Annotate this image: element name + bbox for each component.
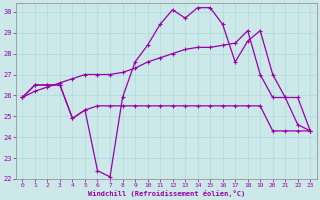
X-axis label: Windchill (Refroidissement éolien,°C): Windchill (Refroidissement éolien,°C) — [88, 190, 245, 197]
